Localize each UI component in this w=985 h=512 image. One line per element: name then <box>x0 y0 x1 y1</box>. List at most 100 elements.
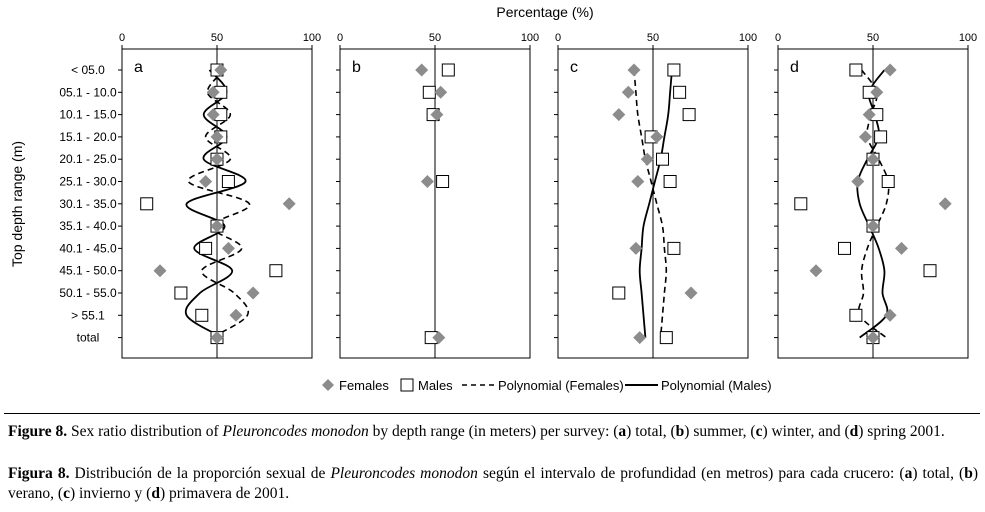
y-tick-label: 05.1 - 10.0 <box>59 85 117 99</box>
females-marker <box>809 264 823 278</box>
y-tick-label: 25.1 - 30.0 <box>59 175 117 189</box>
x-tick-label: 50 <box>211 32 223 44</box>
females-marker <box>432 331 446 345</box>
caption-separator <box>4 413 980 414</box>
sex-ratio-figure: Percentage (%) Top depth range (m) < 05.… <box>9 4 977 393</box>
males-marker <box>199 241 213 255</box>
females-marker <box>153 264 167 278</box>
y-tick-label: total <box>77 331 100 345</box>
caption-en-text: ) total, ( <box>626 423 676 440</box>
males-marker <box>659 331 673 345</box>
males-marker <box>269 264 283 278</box>
females-marker <box>851 175 865 188</box>
x-tick-label: 0 <box>555 32 561 44</box>
males-marker <box>656 152 669 166</box>
females-marker <box>199 175 213 188</box>
x-tick-label: 0 <box>337 32 343 44</box>
females-marker <box>862 108 876 122</box>
males-marker <box>221 175 235 188</box>
legend-males-label: Males <box>418 378 453 393</box>
x-axis-title: Percentage (%) <box>496 4 593 20</box>
males-marker <box>436 175 450 188</box>
y-tick-label: 50.1 - 55.0 <box>59 286 117 300</box>
legend-males-marker <box>400 378 414 392</box>
caption-es-panel-b: b <box>964 465 973 482</box>
females-marker <box>206 108 220 122</box>
males-marker <box>667 63 681 77</box>
panel-label: a <box>134 59 143 76</box>
x-tick-label: 0 <box>775 32 781 44</box>
panel-label: b <box>352 59 361 76</box>
x-tick-label: 50 <box>429 32 441 44</box>
females-marker <box>883 63 897 77</box>
females-marker <box>612 108 626 122</box>
caption-en-text: ) winter, and ( <box>762 423 850 440</box>
females-marker <box>210 331 224 345</box>
females-marker <box>883 308 897 322</box>
males-marker <box>663 175 677 188</box>
chart-panels: 0 50 100 a 0 50 100 b 0 50 100 c 0 50 100 d <box>118 32 977 359</box>
males-marker <box>874 130 888 144</box>
caption-es-figure-label: Figura 8. <box>8 465 70 482</box>
x-tick-label: 50 <box>647 32 659 44</box>
females-marker <box>420 175 434 188</box>
caption-en-text: by depth range (in meters) per survey: ( <box>368 423 619 440</box>
panel-a: 0 50 100 a <box>118 32 321 359</box>
females-marker <box>866 152 880 166</box>
females-marker <box>434 85 448 99</box>
females-marker <box>633 331 647 345</box>
caption-en-text: ) spring 2001. <box>858 423 945 440</box>
females-marker <box>210 130 224 144</box>
females-marker <box>858 130 872 144</box>
caption-es-panel-d: d <box>151 485 160 502</box>
males-marker <box>881 175 895 188</box>
females-marker <box>895 241 908 255</box>
y-tick-label: 40.1 - 45.0 <box>59 241 117 255</box>
males-marker <box>422 85 436 99</box>
poly-males-curve <box>638 69 673 338</box>
legend-females-label: Females <box>339 378 389 393</box>
females-marker <box>650 130 664 144</box>
x-tick-label: 100 <box>959 32 977 44</box>
females-marker <box>246 286 260 300</box>
females-marker <box>221 241 235 255</box>
females-marker <box>415 63 429 77</box>
males-marker <box>195 308 209 322</box>
y-tick-label: 45.1 - 50.0 <box>59 264 117 278</box>
males-marker <box>923 264 937 278</box>
caption-es-text: Distribución de la proporción sexual de <box>69 465 331 482</box>
females-marker <box>430 108 444 122</box>
caption-en-panel-a: a <box>618 423 627 440</box>
legend-females-marker <box>322 379 334 391</box>
caption-en-panel-b: b <box>675 423 685 440</box>
caption-es-text: según el intervalo de profundidad (en me… <box>477 465 905 482</box>
legend-poly-females-label: Polynomial (Females) <box>498 378 624 393</box>
y-tick-label: 30.1 - 35.0 <box>59 197 117 211</box>
females-marker <box>870 85 884 99</box>
females-marker <box>640 152 654 166</box>
panel-label: c <box>570 59 578 76</box>
males-marker <box>174 286 188 300</box>
males-marker <box>794 197 808 211</box>
females-marker <box>214 63 228 77</box>
x-tick-label: 0 <box>119 32 125 44</box>
poly-females-curve <box>187 69 251 339</box>
caption-es-text: ) verano, ( <box>8 465 978 502</box>
legend: Females Males Polynomial (Females) Polyn… <box>322 378 772 393</box>
y-tick-labels: < 05.0 05.1 - 10.0 10.1 - 15.0 15.1 - 20.0 2… <box>59 63 117 345</box>
caption-en-species: Pleuroncodes monodon <box>222 423 369 440</box>
y-tick-label: > 55.1 <box>71 308 105 322</box>
females-marker <box>210 152 224 166</box>
caption-es-text: ) invierno y ( <box>69 485 152 502</box>
males-marker <box>441 63 455 77</box>
caption-spanish: Figura 8. Distribución de la proporción … <box>8 464 978 504</box>
x-tick-label: 100 <box>739 32 757 44</box>
caption-es-species: Pleuroncodes monodon <box>330 465 478 482</box>
females-marker <box>684 286 698 300</box>
caption-english: Figure 8. Sex ratio distribution of Pleu… <box>8 422 978 442</box>
caption-es-text: ) total, ( <box>912 465 965 482</box>
caption-es-panel-c: c <box>63 485 70 502</box>
panel-label: d <box>790 59 799 76</box>
legend-poly-males-label: Polynomial (Males) <box>661 378 772 393</box>
caption-en-panel-c: c <box>755 423 763 440</box>
